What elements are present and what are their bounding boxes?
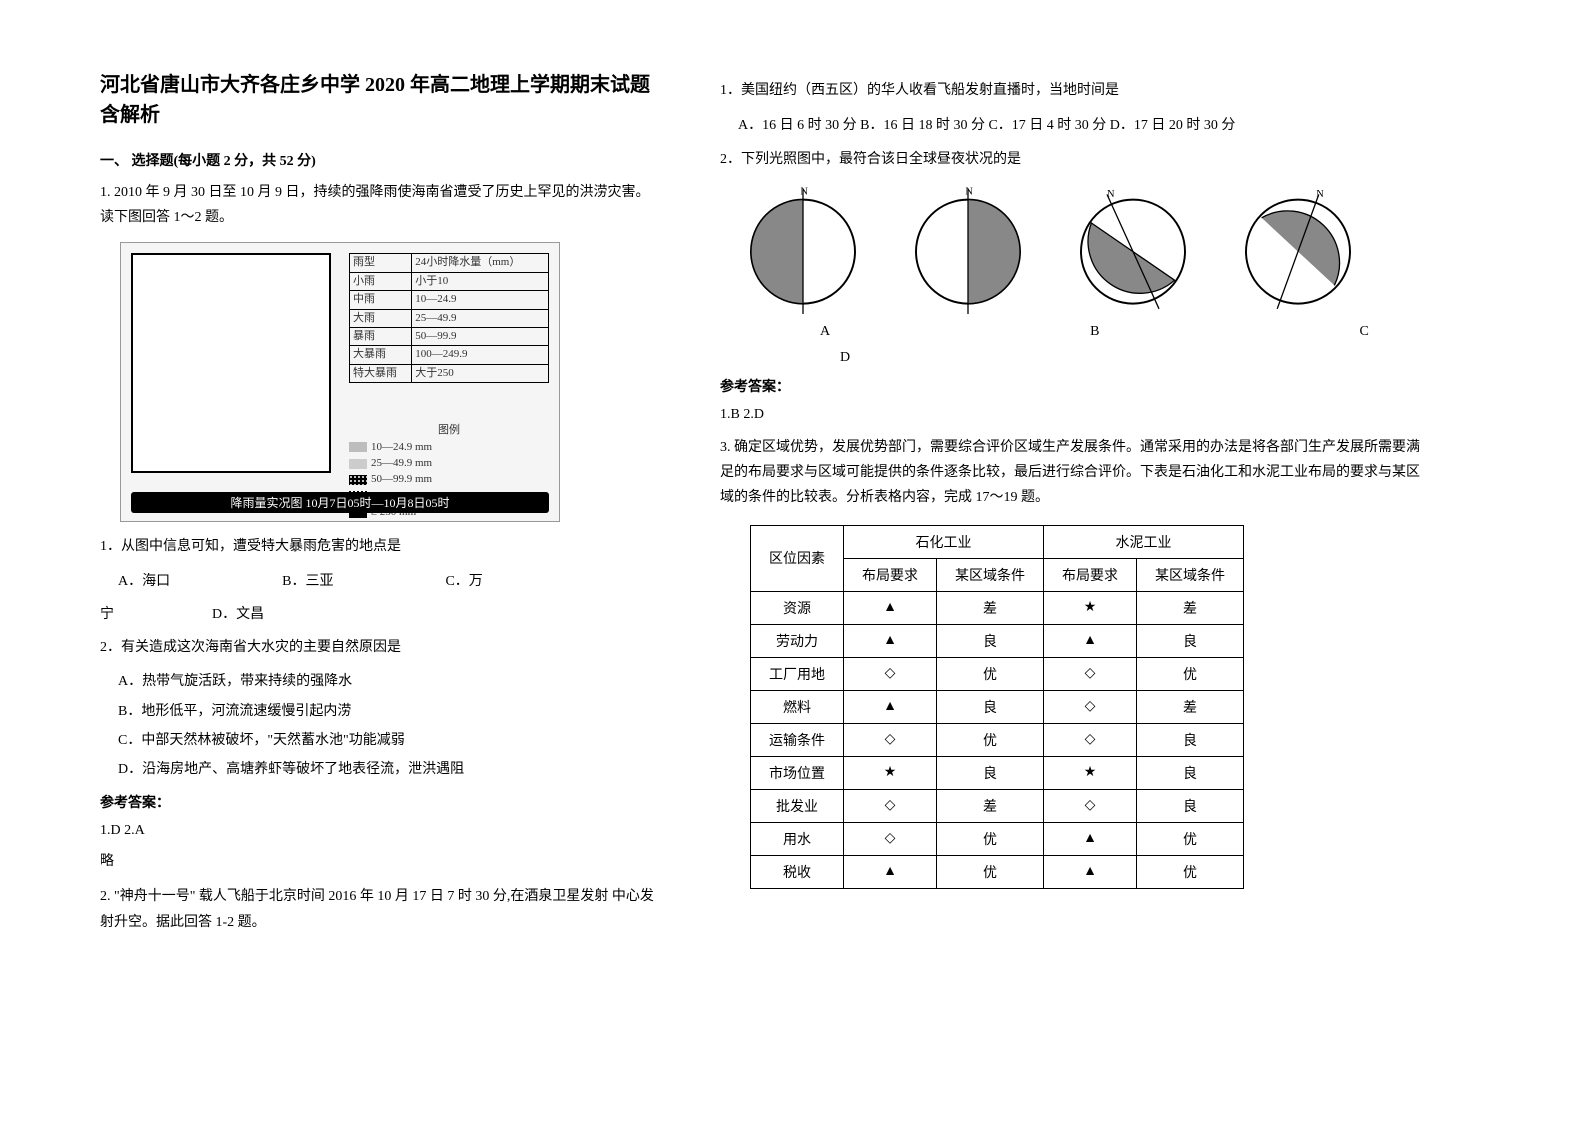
globe-a: N	[738, 184, 868, 314]
th-req-2: 布局要求	[1044, 558, 1137, 591]
q3-intro: 3. 确定区域优势，发展优势部门，需要综合评价区域生产发展条件。通常采用的办法是…	[720, 435, 1420, 511]
globe-labels-row1: A B C	[720, 324, 1380, 340]
table-row: 运输条件◇优◇良	[751, 723, 1244, 756]
table-header-row-1: 区位因素 石化工业 水泥工业	[751, 525, 1244, 558]
svg-text:N: N	[1316, 189, 1324, 200]
rain-type-table: 雨型 24小时降水量（mm） 小雨小于10 中雨10—24.9 大雨25—49.…	[349, 253, 549, 383]
q1-answer-label: 参考答案：	[100, 792, 660, 812]
q2-sub1-opts: A．16 日 6 时 30 分 B．16 日 18 时 30 分 C．17 日 …	[720, 113, 1420, 140]
globe-b: N	[903, 184, 1033, 314]
rain-header-amt: 24小时降水量（mm）	[412, 254, 549, 272]
q1-sub2: 2．有关造成这次海南省大水灾的主要自然原因是	[100, 635, 660, 662]
th-petrochem: 石化工业	[844, 525, 1044, 558]
th-factor: 区位因素	[751, 525, 844, 591]
th-cement: 水泥工业	[1044, 525, 1244, 558]
th-cond-2: 某区域条件	[1137, 558, 1244, 591]
globe-label-b: B	[1090, 324, 1099, 340]
globe-label-d: D	[840, 350, 1420, 366]
table-row: 资源▲差★差	[751, 591, 1244, 624]
section-heading: 一、 选择题(每小题 2 分，共 52 分)	[100, 150, 660, 170]
q1-note: 略	[100, 849, 660, 874]
q2-answer: 1.B 2.D	[720, 402, 1420, 427]
q1-sub2-opt-d: D．沿海房地产、高塘养虾等破坏了地表径流，泄洪遇阻	[100, 757, 660, 782]
svg-text:N: N	[1107, 189, 1115, 200]
q2-intro: 2. "神舟十一号" 载人飞船于北京时间 2016 年 10 月 17 日 7 …	[100, 884, 660, 934]
hainan-map-box	[131, 253, 331, 473]
figure-caption: 降雨量实况图 10月7日05时—10月8日05时	[131, 492, 549, 513]
exam-title: 河北省唐山市大齐各庄乡中学 2020 年高二地理上学期期末试题含解析	[100, 70, 660, 130]
rain-legend: 雨型 24小时降水量（mm） 小雨小于10 中雨10—24.9 大雨25—49.…	[349, 253, 549, 521]
q1-sub1-opts-2: 宁 D．文昌	[100, 602, 660, 627]
q2-sub2: 2．下列光照图中，最符合该日全球昼夜状况的是	[720, 147, 1420, 174]
table-row: 用水◇优▲优	[751, 822, 1244, 855]
q2-answer-label: 参考答案：	[720, 376, 1420, 396]
svg-text:N: N	[800, 186, 808, 197]
q3-table: 区位因素 石化工业 水泥工业 布局要求 某区域条件 布局要求 某区域条件 资源▲…	[750, 525, 1244, 889]
q1-answer: 1.D 2.A	[100, 818, 660, 843]
q1-figure-map: 雨型 24小时降水量（mm） 小雨小于10 中雨10—24.9 大雨25—49.…	[120, 242, 560, 522]
q1-sub2-opt-c: C．中部天然林被破坏，"天然蓄水池"功能减弱	[100, 728, 660, 753]
rain-header-type: 雨型	[350, 254, 412, 272]
globes-row: N N N N	[720, 184, 1380, 314]
q1-sub2-opt-a: A．热带气旋活跃，带来持续的强降水	[100, 669, 660, 694]
table-row: 燃料▲良◇差	[751, 690, 1244, 723]
q1-sub1-opts-1: A．海口 B．三亚 C．万	[100, 569, 660, 596]
globe-label-a: A	[820, 324, 830, 340]
table-row: 税收▲优▲优	[751, 855, 1244, 888]
globe-c: N	[1068, 184, 1198, 314]
q1-intro: 1. 2010 年 9 月 30 日至 10 月 9 日，持续的强降雨使海南省遭…	[100, 180, 660, 230]
q2-sub1: 1．美国纽约（西五区）的华人收看飞船发射直播时，当地时间是	[720, 78, 1420, 105]
table-row: 工厂用地◇优◇优	[751, 657, 1244, 690]
globe-d: N	[1233, 184, 1363, 314]
legend-title: 图例	[349, 423, 549, 438]
th-cond-1: 某区域条件	[937, 558, 1044, 591]
th-req-1: 布局要求	[844, 558, 937, 591]
table-row: 批发业◇差◇良	[751, 789, 1244, 822]
table-row: 劳动力▲良▲良	[751, 624, 1244, 657]
svg-text:N: N	[965, 186, 973, 197]
q1-sub2-opt-b: B．地形低平，河流流速缓慢引起内涝	[100, 699, 660, 724]
globe-label-c: C	[1359, 324, 1368, 340]
q1-sub1: 1．从图中信息可知，遭受特大暴雨危害的地点是	[100, 534, 660, 561]
table-row: 市场位置★良★良	[751, 756, 1244, 789]
